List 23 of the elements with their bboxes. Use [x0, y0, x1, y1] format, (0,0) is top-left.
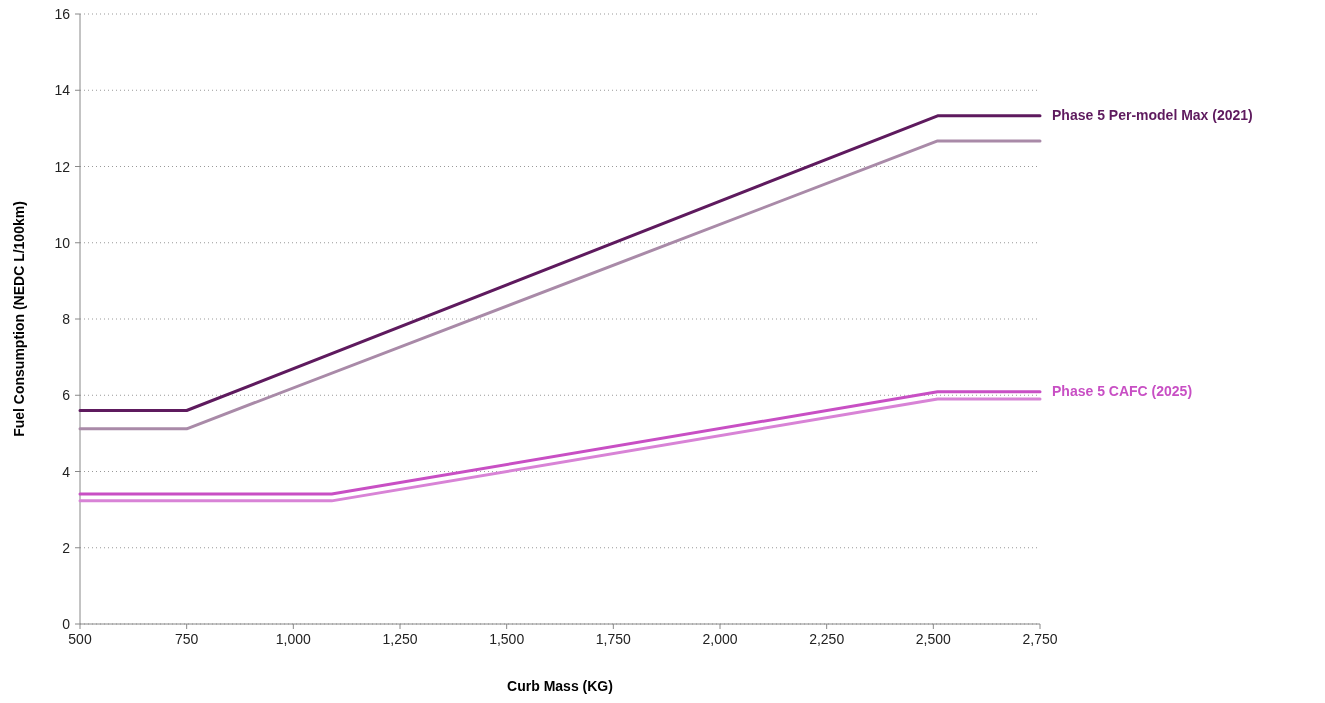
x-tick-label: 1,250	[382, 631, 418, 647]
y-tick-label: 10	[54, 234, 71, 251]
y-tick-label: 0	[62, 616, 71, 632]
x-tick-label: 500	[68, 631, 92, 647]
y-tick-label: 2	[62, 539, 71, 556]
x-tick-label: 1,500	[489, 631, 525, 647]
x-tick-label: 1,000	[275, 631, 312, 647]
y-tick-label: 6	[62, 387, 71, 404]
x-axis-title: Curb Mass (KG)	[507, 678, 613, 694]
x-tick-label: 1,750	[595, 631, 632, 647]
x-tick-label: 2,750	[1022, 631, 1058, 647]
x-tick-label: 2,500	[915, 631, 952, 647]
y-tick-label: 12	[54, 158, 71, 175]
series-label: Phase 5 CAFC (2025)	[1052, 382, 1193, 399]
y-tick-label: 16	[54, 6, 71, 22]
y-tick-label: 4	[62, 463, 71, 480]
series-label: Phase 5 Per-model Max (2021)	[1052, 106, 1253, 123]
y-tick-label: 8	[62, 311, 71, 327]
x-tick-label: 2,250	[809, 631, 845, 647]
x-tick-label: 2,000	[702, 631, 738, 647]
y-tick-label: 14	[54, 82, 71, 99]
y-axis-title: Fuel Consumption (NEDC L/100km)	[11, 201, 27, 437]
x-tick-label: 750	[174, 631, 199, 647]
